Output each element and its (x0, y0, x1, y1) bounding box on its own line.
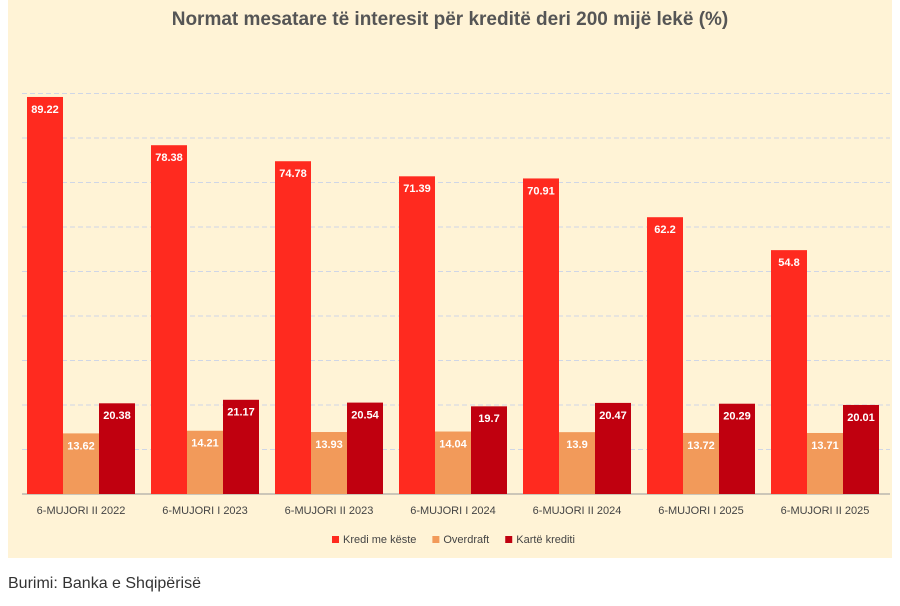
data-label: 71.39 (403, 183, 431, 195)
bar (187, 430, 223, 494)
data-label: 13.62 (67, 440, 95, 452)
data-label: 20.54 (351, 410, 379, 422)
data-label: 62.2 (654, 224, 675, 236)
data-label: 19.7 (478, 413, 499, 425)
bar (719, 403, 755, 494)
x-tick-label: 6-MUJORI II 2023 (285, 505, 374, 517)
data-label: 21.17 (227, 407, 255, 419)
bar (151, 145, 187, 495)
data-label: 14.21 (191, 438, 219, 450)
legend-label: Kartë krediti (516, 534, 575, 546)
bar (771, 250, 807, 494)
legend-swatch (505, 536, 513, 543)
bar (471, 406, 507, 494)
bar (223, 399, 259, 494)
data-label: 13.93 (315, 439, 343, 451)
x-tick-label: 6-MUJORI II 2024 (533, 505, 622, 517)
source: Burimi: Banka e Shqipërisë (8, 575, 201, 592)
x-tick-label: 6-MUJORI I 2023 (162, 505, 248, 517)
data-label: 20.47 (599, 410, 627, 422)
data-label: 20.01 (847, 412, 875, 424)
data-label: 13.9 (566, 439, 587, 451)
bar (843, 404, 879, 494)
data-label: 78.38 (155, 152, 183, 164)
data-label: 14.04 (439, 438, 467, 450)
chart-title: Normat mesatare të interesit për kreditë… (172, 9, 729, 30)
bar (647, 217, 683, 494)
bar (347, 402, 383, 494)
legend-label: Kredi me këste (343, 534, 416, 546)
x-tick-label: 6-MUJORI I 2024 (410, 505, 496, 517)
data-label: 70.91 (527, 185, 555, 197)
bar (311, 432, 347, 494)
data-label: 20.38 (103, 410, 131, 422)
bar (683, 432, 719, 494)
bar (63, 433, 99, 494)
x-tick-label: 6-MUJORI II 2025 (781, 505, 870, 517)
legend-label: Overdraft (443, 534, 489, 546)
bar (807, 432, 843, 494)
bar (595, 402, 631, 494)
bar (27, 96, 63, 494)
legend-swatch (332, 536, 339, 543)
x-tick-label: 6-MUJORI II 2022 (37, 505, 126, 517)
bar (99, 403, 135, 494)
bar (435, 431, 471, 494)
x-tick-label: 6-MUJORI I 2025 (658, 505, 744, 517)
bar (523, 178, 559, 494)
legend-swatch (432, 536, 440, 543)
data-label: 74.78 (279, 168, 307, 180)
data-label: 13.71 (811, 440, 839, 452)
bar (559, 432, 595, 494)
data-label: 20.29 (723, 411, 751, 423)
bar (275, 161, 311, 494)
data-label: 89.22 (31, 104, 59, 116)
data-label: 54.8 (778, 257, 799, 269)
data-label: 13.72 (687, 440, 715, 452)
bar (399, 176, 435, 494)
